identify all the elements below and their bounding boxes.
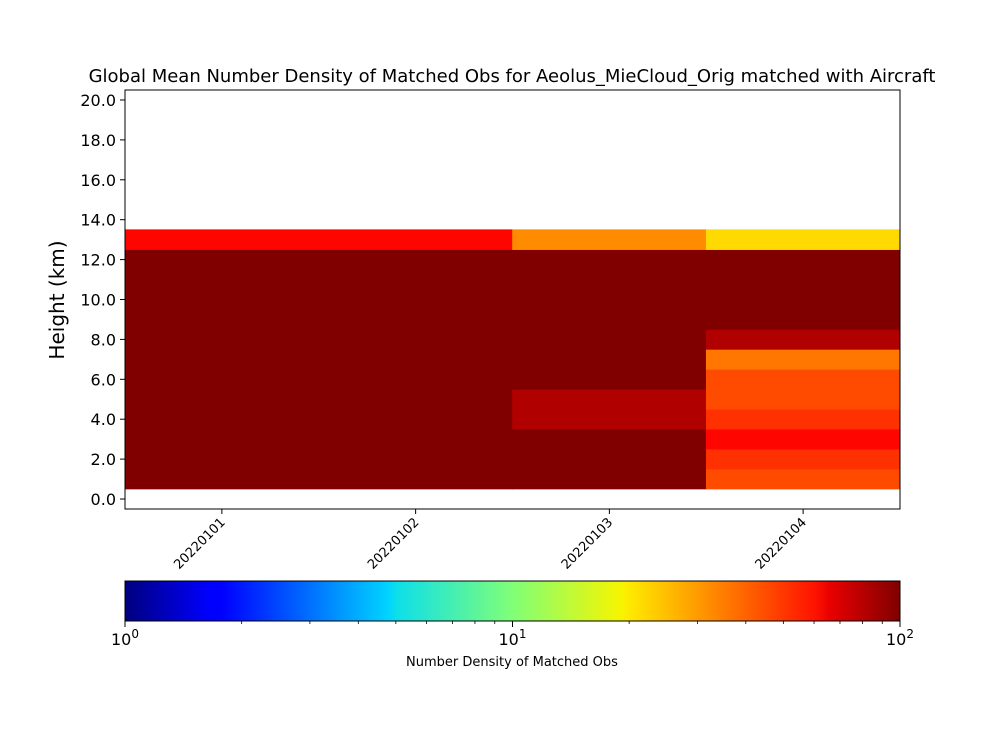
colorbar-tick-label: 101 [499,627,527,649]
colorbar-label: Number Density of Matched Obs [406,655,618,670]
colorbar-tick-label: 100 [111,627,139,649]
heatmap-cell [705,428,901,450]
heatmap-cell [512,229,707,250]
y-tick-label: 0.0 [91,490,116,509]
heatmap-cells [124,229,901,490]
chart-title: Global Mean Number Density of Matched Ob… [89,66,936,87]
y-axis: 0.0 2.0 4.0 6.0 8.0 10.0 12.0 14.0 16.0 18.0 20.0 [80,91,125,509]
y-tick-label: 14.0 [80,211,116,230]
heatmap-cell [705,229,901,250]
heatmap-cell [705,408,901,430]
x-tick-label: 20220104 [753,515,810,572]
heatmap-cell [512,249,707,390]
y-tick-label: 8.0 [91,330,116,349]
y-tick-label: 6.0 [91,370,116,389]
colorbar-ticks: 100 101 102 [111,621,914,649]
x-axis: 20220101 20220102 20220103 20220104 [171,509,810,573]
y-tick-label: 12.0 [80,251,116,270]
y-tick-label: 4.0 [91,410,116,429]
x-tick-label: 20220103 [559,515,616,572]
y-axis-label: Height (km) [45,240,69,359]
y-tick-label: 18.0 [80,131,116,150]
heatmap-cell [512,388,707,430]
y-tick-label: 2.0 [91,450,116,469]
heatmap-cell [512,428,707,490]
heatmap-cell [705,448,901,470]
heatmap-cell [705,329,901,350]
heatmap-cell [705,369,901,410]
y-tick-label: 20.0 [80,91,116,110]
colorbar: 100 101 102 Number Density of Matched Obs [111,580,914,670]
y-tick-label: 10.0 [80,291,116,310]
heatmap-cell [705,468,901,490]
colorbar-tick-label: 102 [886,627,914,649]
heatmap-cell [124,229,513,250]
x-tick-label: 20220101 [171,515,228,572]
y-tick-label: 16.0 [80,171,116,190]
heatmap-cell [705,249,901,330]
heatmap-cell [124,249,513,490]
x-tick-label: 20220102 [365,515,422,572]
colorbar-gradient [124,580,901,622]
heatmap-cell [705,349,901,370]
